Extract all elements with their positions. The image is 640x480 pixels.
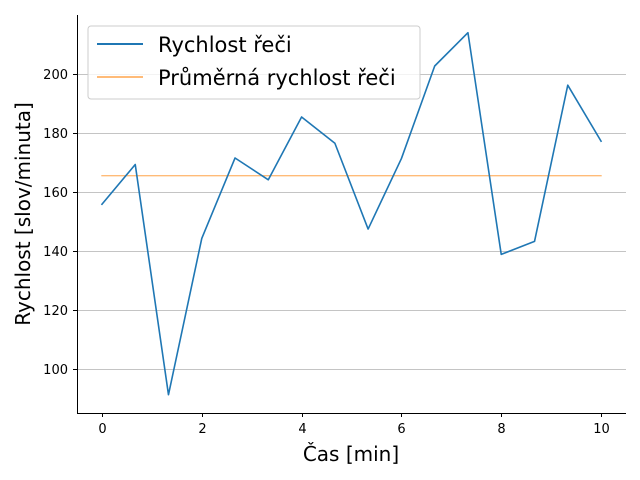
tick-marks: 100 120 140 160 180 200 0 2 4 6 8 10 <box>43 68 610 437</box>
x-tick-label-4: 4 <box>298 422 306 437</box>
grid-lines <box>77 74 626 370</box>
x-tick-label-6: 6 <box>397 422 405 437</box>
y-tick-label-120: 120 <box>43 304 68 319</box>
series-line-speech-rate <box>100 31 603 396</box>
legend-label-speech-rate: Rychlost řeči <box>158 33 292 57</box>
x-tick-label-2: 2 <box>198 422 206 437</box>
y-axis-label: Rychlost [slov/minuta] <box>11 102 35 326</box>
x-axis-label: Čas [min] <box>303 442 399 466</box>
legend: Rychlost řeči Průměrná rychlost řeči <box>87 25 421 100</box>
axes <box>77 15 626 414</box>
y-tick-label-140: 140 <box>43 245 68 260</box>
x-tick-label-0: 0 <box>98 422 106 437</box>
y-tick-label-160: 160 <box>43 186 68 201</box>
y-tick-label-100: 100 <box>43 363 68 378</box>
x-tick-label-10: 10 <box>593 422 610 437</box>
legend-box <box>87 25 421 100</box>
legend-label-average-rate: Průměrná rychlost řeči <box>158 66 396 90</box>
series-lines <box>100 31 603 396</box>
x-tick-label-8: 8 <box>497 422 505 437</box>
y-tick-label-180: 180 <box>43 127 68 142</box>
y-tick-label-200: 200 <box>43 68 68 83</box>
